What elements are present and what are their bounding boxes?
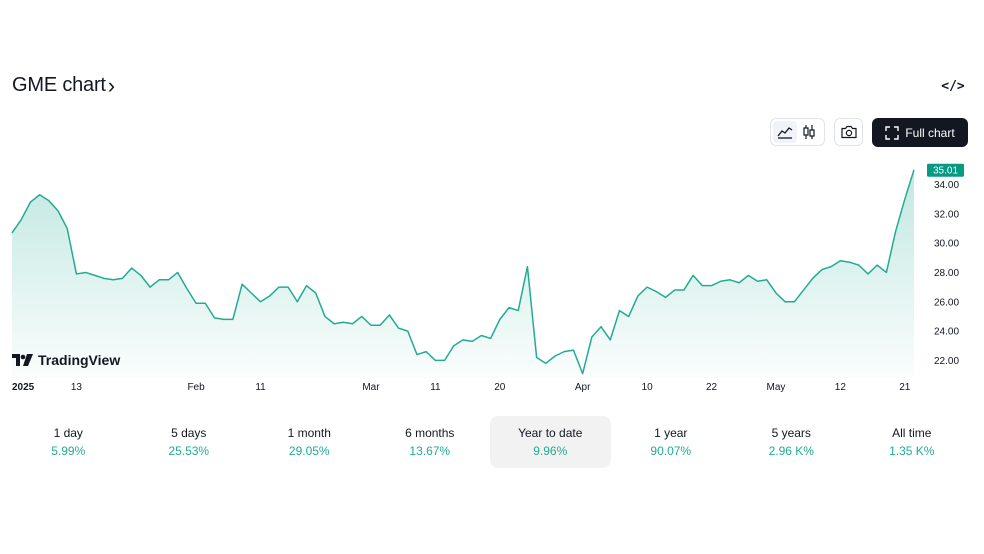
tradingview-logo[interactable]: TradingView bbox=[12, 352, 120, 368]
x-tick-label: 20 bbox=[494, 382, 506, 393]
candles-chart-button[interactable] bbox=[797, 121, 821, 143]
price-area-fill bbox=[12, 169, 914, 378]
period-tab[interactable]: 1 day 5.99% bbox=[8, 416, 129, 468]
chart-type-switcher bbox=[770, 118, 825, 146]
area-chart-icon bbox=[777, 127, 793, 139]
x-tick-label: 11 bbox=[255, 382, 266, 393]
x-tick-label: Apr bbox=[575, 382, 591, 393]
x-tick-label: 10 bbox=[642, 382, 654, 393]
period-change: 25.53% bbox=[168, 444, 210, 458]
x-tick-label: 13 bbox=[71, 382, 83, 393]
period-tab[interactable]: 6 months 13.67% bbox=[370, 416, 491, 468]
period-tab[interactable]: 1 year 90.07% bbox=[611, 416, 732, 468]
chart-title: GME chart bbox=[12, 74, 106, 96]
embed-code-button[interactable]: </> bbox=[938, 74, 968, 98]
y-tick-label: 24.00 bbox=[934, 327, 959, 338]
period-tab[interactable]: 5 days 25.53% bbox=[129, 416, 250, 468]
tradingview-logo-text: TradingView bbox=[38, 352, 121, 368]
period-change: 29.05% bbox=[288, 444, 330, 458]
period-label: 5 years bbox=[771, 426, 811, 440]
period-change: 1.35 K% bbox=[889, 444, 935, 458]
code-icon: </> bbox=[941, 78, 965, 94]
x-tick-label: Mar bbox=[362, 382, 380, 393]
period-label: 1 day bbox=[53, 426, 83, 440]
x-tick-label: 21 bbox=[899, 382, 911, 393]
full-chart-button[interactable]: Full chart bbox=[872, 118, 968, 147]
period-tab[interactable]: 1 month 29.05% bbox=[249, 416, 370, 468]
period-selector: 1 day 5.99% 5 days 25.53% 1 month 29.05% 6 mon… bbox=[8, 416, 972, 468]
y-tick-label: 34.00 bbox=[934, 180, 959, 191]
price-chart[interactable]: 22.00 24.00 26.00 28.00 30.00 32.00 34.00 2025… bbox=[0, 150, 984, 400]
last-price-tag bbox=[927, 163, 964, 177]
y-tick-label: 28.00 bbox=[934, 268, 959, 279]
x-tick-label: Feb bbox=[187, 382, 205, 393]
chart-title-link[interactable]: GME chart › bbox=[12, 74, 115, 97]
x-tick-label: 22 bbox=[706, 382, 718, 393]
y-tick-label: 32.00 bbox=[934, 209, 959, 220]
period-change: 2.96 K% bbox=[768, 444, 814, 458]
x-tick-label: May bbox=[766, 382, 785, 393]
period-change: 5.99% bbox=[51, 444, 86, 458]
period-label: All time bbox=[892, 426, 932, 440]
camera-icon bbox=[840, 125, 857, 139]
snapshot-button[interactable] bbox=[834, 118, 863, 146]
period-change: 9.96% bbox=[533, 444, 568, 458]
y-tick-label: 26.00 bbox=[934, 297, 959, 308]
period-label: 1 month bbox=[287, 426, 331, 440]
tradingview-mark-icon bbox=[12, 354, 33, 366]
period-tab[interactable]: Year to date 9.96% bbox=[490, 416, 611, 468]
chevron-right-icon: › bbox=[107, 72, 115, 98]
period-change: 90.07% bbox=[650, 444, 692, 458]
period-label: 1 year bbox=[654, 426, 688, 440]
x-tick-label: 2025 bbox=[12, 382, 35, 393]
period-change: 13.67% bbox=[409, 444, 451, 458]
period-label: Year to date bbox=[518, 426, 583, 440]
x-tick-label: 12 bbox=[835, 382, 847, 393]
period-label: 5 days bbox=[171, 426, 207, 440]
full-chart-label: Full chart bbox=[905, 125, 955, 140]
y-tick-label: 30.00 bbox=[934, 239, 959, 250]
period-tab[interactable]: All time 1.35 K% bbox=[852, 416, 973, 468]
fullscreen-icon bbox=[885, 125, 900, 140]
y-tick-label: 22.00 bbox=[934, 356, 959, 367]
area-chart-button[interactable] bbox=[773, 121, 797, 143]
price-line bbox=[11, 169, 915, 375]
candles-icon bbox=[803, 125, 815, 139]
period-label: 6 months bbox=[405, 426, 455, 440]
x-tick-label: 11 bbox=[430, 382, 441, 393]
period-tab[interactable]: 5 years 2.96 K% bbox=[731, 416, 852, 468]
last-price-label: 35.01 bbox=[933, 166, 958, 177]
